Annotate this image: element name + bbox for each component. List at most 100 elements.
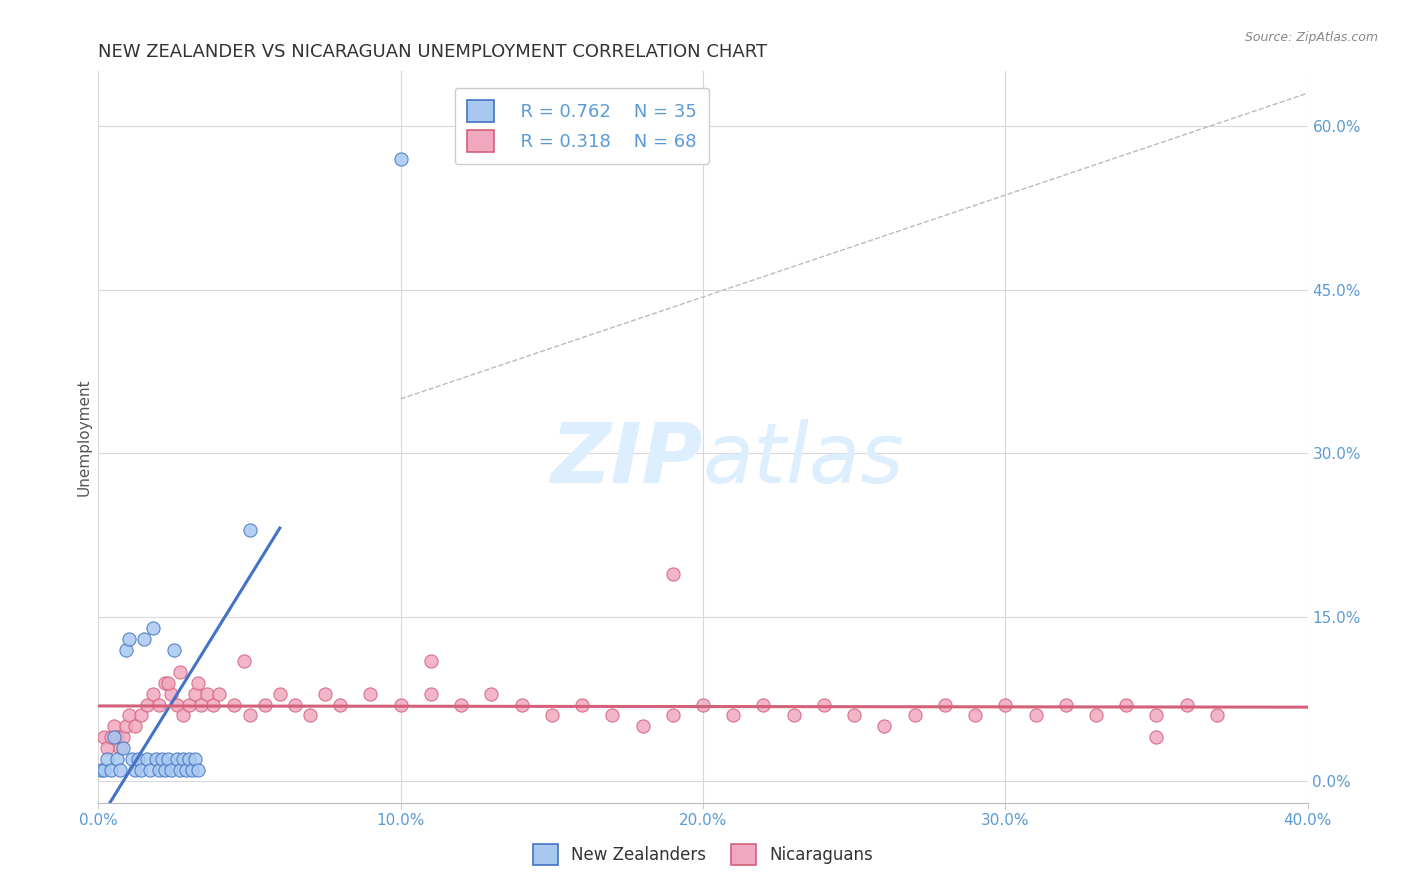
- Point: [1085, 708, 1108, 723]
- Text: ZIP: ZIP: [550, 418, 703, 500]
- Point: [844, 708, 866, 723]
- Point: [103, 731, 125, 745]
- Point: [1054, 698, 1077, 712]
- Point: [420, 687, 443, 701]
- Point: [873, 719, 896, 733]
- Point: [723, 708, 745, 723]
- Point: [118, 632, 141, 646]
- Point: [150, 752, 173, 766]
- Point: [752, 698, 775, 712]
- Point: [187, 675, 209, 690]
- Point: [100, 731, 122, 745]
- Point: [540, 708, 562, 723]
- Point: [1206, 708, 1229, 723]
- Point: [481, 687, 503, 701]
- Point: [148, 698, 170, 712]
- Point: [329, 698, 352, 712]
- Point: [156, 675, 179, 690]
- Point: [994, 698, 1017, 712]
- Point: [121, 752, 143, 766]
- Point: [124, 719, 146, 733]
- Point: [360, 687, 382, 701]
- Point: [202, 698, 225, 712]
- Point: [111, 731, 134, 745]
- Point: [662, 708, 685, 723]
- Point: [904, 708, 927, 723]
- Point: [179, 698, 201, 712]
- Point: [1144, 731, 1167, 745]
- Point: [160, 687, 183, 701]
- Point: [160, 763, 183, 777]
- Point: [181, 763, 204, 777]
- Legend:   R = 0.762    N = 35,   R = 0.318    N = 68: R = 0.762 N = 35, R = 0.318 N = 68: [454, 87, 710, 164]
- Point: [174, 763, 197, 777]
- Point: [1144, 708, 1167, 723]
- Point: [129, 708, 152, 723]
- Point: [129, 763, 152, 777]
- Point: [813, 698, 835, 712]
- Point: [284, 698, 307, 712]
- Point: [224, 698, 246, 712]
- Point: [103, 719, 125, 733]
- Point: [783, 708, 806, 723]
- Point: [1175, 698, 1198, 712]
- Point: [135, 698, 157, 712]
- Point: [108, 741, 131, 756]
- Point: [965, 708, 987, 723]
- Point: [169, 665, 191, 679]
- Point: [118, 708, 141, 723]
- Point: [96, 741, 118, 756]
- Point: [389, 698, 412, 712]
- Point: [166, 698, 188, 712]
- Point: [105, 731, 128, 745]
- Point: [169, 763, 191, 777]
- Point: [187, 763, 209, 777]
- Point: [111, 741, 134, 756]
- Point: [105, 752, 128, 766]
- Y-axis label: Unemployment: Unemployment: [76, 378, 91, 496]
- Point: [269, 687, 291, 701]
- Point: [114, 719, 136, 733]
- Legend: New Zealanders, Nicaraguans: New Zealanders, Nicaraguans: [523, 834, 883, 875]
- Point: [190, 698, 212, 712]
- Point: [96, 752, 118, 766]
- Point: [148, 763, 170, 777]
- Point: [208, 687, 231, 701]
- Point: [184, 687, 207, 701]
- Point: [135, 752, 157, 766]
- Point: [239, 523, 262, 537]
- Point: [510, 698, 533, 712]
- Text: atlas: atlas: [703, 418, 904, 500]
- Point: [1024, 708, 1046, 723]
- Point: [420, 654, 443, 668]
- Point: [195, 687, 218, 701]
- Point: [132, 632, 155, 646]
- Point: [93, 763, 115, 777]
- Text: Source: ZipAtlas.com: Source: ZipAtlas.com: [1244, 31, 1378, 45]
- Point: [139, 763, 162, 777]
- Point: [100, 763, 122, 777]
- Point: [127, 752, 149, 766]
- Point: [153, 763, 176, 777]
- Point: [163, 643, 186, 657]
- Point: [389, 152, 412, 166]
- Point: [450, 698, 472, 712]
- Point: [179, 752, 201, 766]
- Text: NEW ZEALANDER VS NICARAGUAN UNEMPLOYMENT CORRELATION CHART: NEW ZEALANDER VS NICARAGUAN UNEMPLOYMENT…: [98, 44, 768, 62]
- Point: [299, 708, 322, 723]
- Point: [172, 752, 194, 766]
- Point: [90, 763, 112, 777]
- Point: [934, 698, 956, 712]
- Point: [108, 763, 131, 777]
- Point: [692, 698, 714, 712]
- Point: [93, 731, 115, 745]
- Point: [314, 687, 336, 701]
- Point: [602, 708, 624, 723]
- Point: [153, 675, 176, 690]
- Point: [232, 654, 254, 668]
- Point: [172, 708, 194, 723]
- Point: [142, 687, 165, 701]
- Point: [124, 763, 146, 777]
- Point: [1115, 698, 1137, 712]
- Point: [114, 643, 136, 657]
